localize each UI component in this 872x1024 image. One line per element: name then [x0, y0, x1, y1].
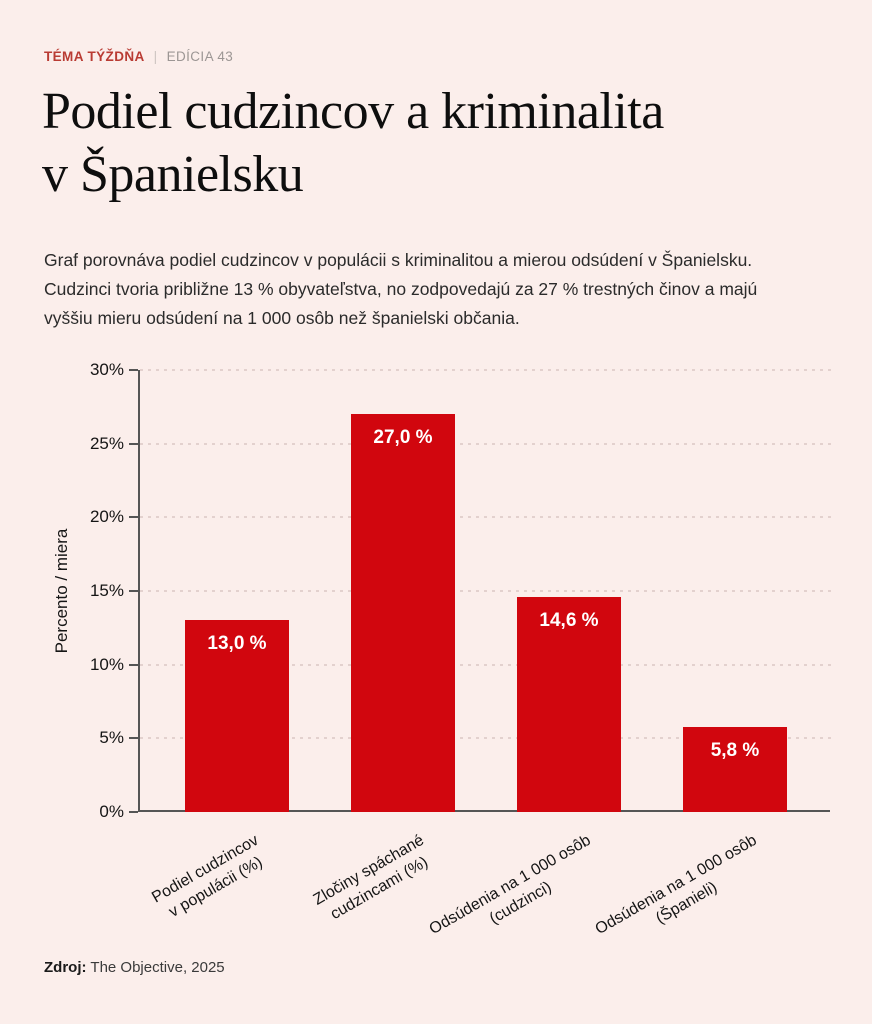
page-title-line2: v Španielsku	[42, 146, 304, 203]
gridline	[140, 590, 832, 592]
y-axis-tick-label: 20%	[89, 507, 124, 527]
y-axis-tick-label: 10%	[89, 654, 124, 674]
source-label: Zdroj:	[44, 959, 87, 976]
x-axis-labels: Podiel cudzincov v populácii (%) Zločiny s…	[140, 814, 832, 964]
bar-value-label: 14,6 %	[539, 609, 599, 631]
gridline	[140, 442, 832, 445]
y-axis-tick	[129, 590, 138, 592]
bar-value-label: 5,8 %	[710, 739, 760, 761]
intro-line2: Cudzinci tvoria približne 13 % obyvateľs…	[44, 279, 758, 299]
x-axis-tick-label: Odsúdenia na 1 000 osôb (Španieli)	[591, 830, 771, 958]
plot-area: Podiel cudzincov v populácii (%) Zločiny s…	[90, 360, 832, 938]
gridline	[140, 737, 832, 740]
kicker-separator: |	[153, 49, 158, 64]
kicker: TÉMA TÝŽDŇA | EDÍCIA 43	[44, 49, 233, 64]
y-axis-tick	[129, 516, 138, 519]
bar-2: 27,0 %	[351, 414, 455, 812]
y-axis-tick	[129, 811, 138, 813]
page-title-line1: Podiel cudzincov a kriminalita	[42, 83, 664, 140]
y-axis-tick-label: 15%	[89, 581, 124, 600]
bar-value-label: 13,0 %	[207, 633, 267, 655]
intro-paragraph: Graf porovnáva podiel cudzincov v populá…	[44, 246, 757, 333]
bar-4: 5,8 %	[683, 726, 787, 812]
intro-line3: vyššiu mieru odsúdení na 1 000 osôb než …	[44, 308, 520, 328]
source-note: Zdroj: The Objective, 2025	[44, 959, 225, 976]
bar-value-label: 27,0 %	[373, 427, 433, 449]
bar-1: 13,0 %	[185, 620, 289, 812]
intro-line1: Graf porovnáva podiel cudzincov v populá…	[44, 250, 753, 270]
y-axis-tick	[129, 663, 138, 666]
y-axis-tick-label: 30%	[89, 360, 124, 379]
page-title: Podiel cudzincov a kriminalita v Španiel…	[42, 80, 664, 206]
kicker-edition: EDÍCIA 43	[166, 49, 234, 64]
y-axis-tick	[129, 737, 138, 740]
y-axis-tick-label: 25%	[89, 433, 124, 453]
y-axis-tick	[129, 369, 138, 371]
y-axis-tick	[129, 442, 138, 445]
kicker-label: TÉMA TÝŽDŇA	[44, 49, 145, 64]
gridline	[140, 663, 832, 666]
gridline	[140, 369, 832, 371]
y-axis-tick-label: 5%	[99, 728, 124, 748]
bar-3: 14,6 %	[517, 596, 621, 812]
x-axis-tick-label: Zločiny spáchané cudzincami (%)	[310, 830, 439, 929]
x-axis-tick-label: Odsúdenia na 1 000 osôb (cudzinci)	[425, 830, 605, 958]
gridline	[140, 516, 832, 519]
bar-chart: Percento / miera Podiel cudzincov v popul…	[0, 353, 872, 953]
x-axis-tick-label: Podiel cudzincov v populácii (%)	[148, 830, 273, 926]
y-axis-tick-label: 0%	[99, 802, 124, 821]
source-value: The Objective, 2025	[90, 959, 225, 976]
